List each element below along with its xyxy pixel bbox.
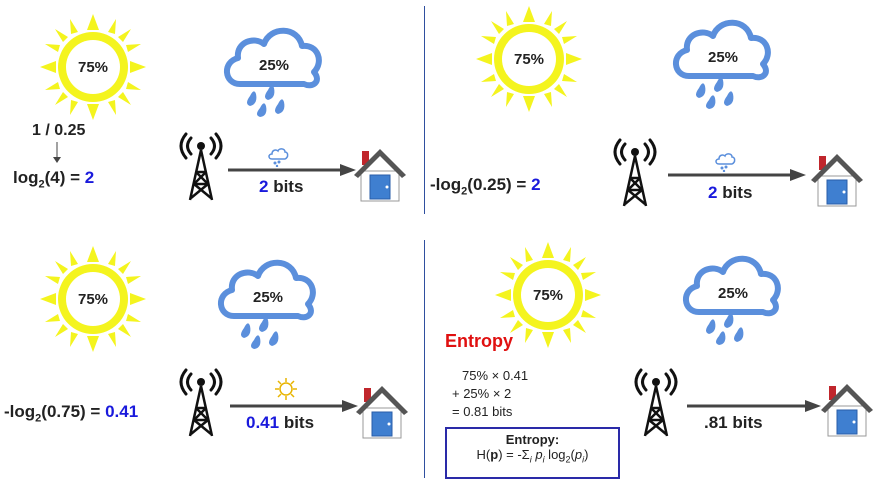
cloud-percent: 25% [253,289,283,306]
radio-tower-icon [179,368,223,437]
bits-label: .81 bits [704,413,763,432]
inverse-probability: 1 / 0.25 [32,122,86,139]
vertical-divider-top [424,6,425,214]
house-icon [811,154,863,207]
bits-label: 2 bits [259,177,304,196]
arrow-right [228,164,356,176]
sun-icon: 75% [495,242,601,348]
bits-label: 0.41 bits [246,413,315,432]
cloud-percent: 25% [708,49,738,66]
vertical-divider-bottom [424,240,425,478]
rain-cloud-icon [268,148,289,167]
sun-icon: 75% [40,14,146,120]
sun-percent: 75% [533,287,563,304]
radio-tower-icon [634,368,678,437]
arrow-right [230,400,358,412]
entropy-formula-box: Entropy: H(p) = -Σi pi log2(pi) [445,427,620,479]
calc-line-2: + 25% × 2 [452,386,512,401]
panel-bottom-left: 75% 25% -log2(0.75) = 0.41 [0,240,424,483]
radio-tower-icon [179,132,223,201]
sun-icon: 75% [476,6,582,112]
rain-cloud-icon: 25% [218,259,316,349]
formula-title: Entropy: [505,432,560,447]
log-equation: -log2(0.25) = 2 [430,175,541,198]
rain-cloud-icon: 25% [683,255,781,345]
calc-line-1: 75% × 0.41 [462,368,529,383]
entropy-formula: H(p) = -Σi pi log2(pi) [476,447,589,465]
sun-percent: 75% [78,59,108,76]
panel-top-left: 75% 25% 1 / 0.25 log2(4) = 2 [0,0,424,235]
house-icon [354,149,406,202]
entropy-title: Entropy [445,331,514,351]
down-arrow [53,142,61,163]
cloud-percent: 25% [259,57,289,74]
sun-icon: 75% [40,246,146,352]
panel-bottom-right: 75% 25% Entropy 75% × 0.41 + 25% × 2 = 0… [425,240,877,483]
log-equation: log2(4) = 2 [13,168,95,191]
house-icon [821,384,873,437]
bits-label: 2 bits [708,183,753,202]
rain-cloud-icon: 25% [224,27,322,117]
rain-cloud-icon [715,153,736,172]
panel-top-right: 75% 25% -log2(0.25) = 2 [425,0,877,235]
sun-percent: 75% [78,291,108,308]
arrow-right [687,400,821,412]
entropy-calculation: 75% × 0.41 + 25% × 2 = 0.81 bits [452,367,528,421]
arrow-right [668,169,806,181]
sun-percent: 75% [514,51,544,68]
radio-tower-icon [613,138,657,207]
cloud-percent: 25% [718,285,748,302]
log-equation: -log2(0.75) = 0.41 [4,402,139,425]
house-icon [356,386,408,439]
calc-line-3: = 0.81 bits [452,404,513,419]
rain-cloud-icon: 25% [673,19,771,109]
sun-icon [275,378,297,400]
